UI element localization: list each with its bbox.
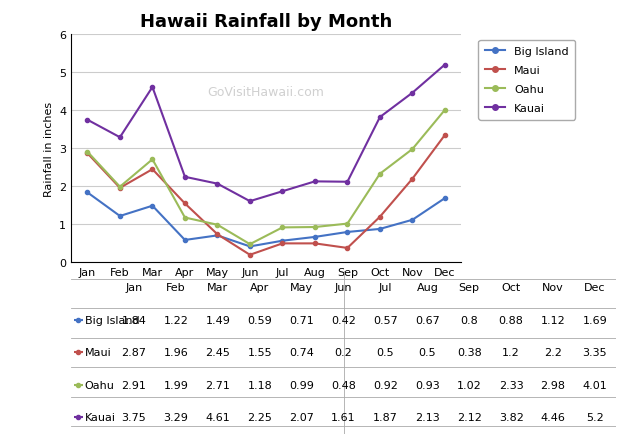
Text: Oct: Oct [501,283,521,293]
Text: 1.22: 1.22 [163,315,188,325]
Text: 1.55: 1.55 [248,348,272,357]
Text: 1.2: 1.2 [502,348,520,357]
Text: 0.42: 0.42 [331,315,356,325]
Text: 2.2: 2.2 [544,348,562,357]
Text: 0.74: 0.74 [289,348,314,357]
Text: 2.45: 2.45 [206,348,230,357]
Text: 2.87: 2.87 [121,348,147,357]
Text: 1.96: 1.96 [163,348,188,357]
Text: 1.18: 1.18 [248,380,272,390]
Text: 0.2: 0.2 [335,348,352,357]
Text: 3.82: 3.82 [499,413,524,422]
Text: 0.92: 0.92 [373,380,398,390]
Text: Jun: Jun [335,283,352,293]
Text: Jul: Jul [379,283,392,293]
Text: 1.99: 1.99 [163,380,188,390]
Text: 0.59: 0.59 [248,315,272,325]
Text: 3.75: 3.75 [122,413,147,422]
Text: Aug: Aug [417,283,438,293]
Text: Oahu: Oahu [85,380,115,390]
Text: 0.71: 0.71 [289,315,314,325]
Text: 1.49: 1.49 [206,315,230,325]
Text: May: May [290,283,313,293]
Text: Maui: Maui [85,348,111,357]
Text: 0.38: 0.38 [457,348,482,357]
Text: 1.87: 1.87 [373,413,398,422]
Text: 1.61: 1.61 [331,413,356,422]
Text: 3.35: 3.35 [582,348,607,357]
Text: 0.5: 0.5 [418,348,436,357]
Text: 0.99: 0.99 [289,380,314,390]
Text: 2.98: 2.98 [540,380,566,390]
Text: 1.84: 1.84 [121,315,147,325]
Text: 2.33: 2.33 [499,380,524,390]
Text: Big Island: Big Island [85,315,139,325]
Text: Kauai: Kauai [85,413,116,422]
Text: 2.12: 2.12 [457,413,482,422]
Text: 0.8: 0.8 [461,315,478,325]
Text: 2.07: 2.07 [289,413,314,422]
Text: 1.12: 1.12 [540,315,565,325]
Text: 4.46: 4.46 [540,413,566,422]
Text: 0.88: 0.88 [499,315,524,325]
Text: 2.91: 2.91 [121,380,147,390]
Text: Sep: Sep [459,283,480,293]
Y-axis label: Rainfall in inches: Rainfall in inches [44,102,54,196]
Text: 2.25: 2.25 [248,413,272,422]
Text: GoVisitHawaii.com: GoVisitHawaii.com [208,85,324,99]
Text: Apr: Apr [250,283,269,293]
Text: 4.01: 4.01 [582,380,607,390]
Text: 5.2: 5.2 [586,413,604,422]
Title: Hawaii Rainfall by Month: Hawaii Rainfall by Month [140,13,392,31]
Text: 1.02: 1.02 [457,380,482,390]
Text: 3.29: 3.29 [163,413,188,422]
Text: Jan: Jan [126,283,142,293]
Text: Feb: Feb [166,283,186,293]
Text: 2.71: 2.71 [206,380,230,390]
Text: 2.13: 2.13 [415,413,439,422]
Text: Nov: Nov [542,283,564,293]
Text: 0.93: 0.93 [415,380,439,390]
Legend: Big Island, Maui, Oahu, Kauai: Big Island, Maui, Oahu, Kauai [478,41,575,120]
Text: 1.69: 1.69 [582,315,607,325]
Text: Dec: Dec [584,283,606,293]
Text: 0.48: 0.48 [331,380,356,390]
Text: 0.5: 0.5 [376,348,394,357]
Text: 0.57: 0.57 [373,315,398,325]
Text: 4.61: 4.61 [206,413,230,422]
Text: Mar: Mar [207,283,228,293]
Text: 0.67: 0.67 [415,315,439,325]
